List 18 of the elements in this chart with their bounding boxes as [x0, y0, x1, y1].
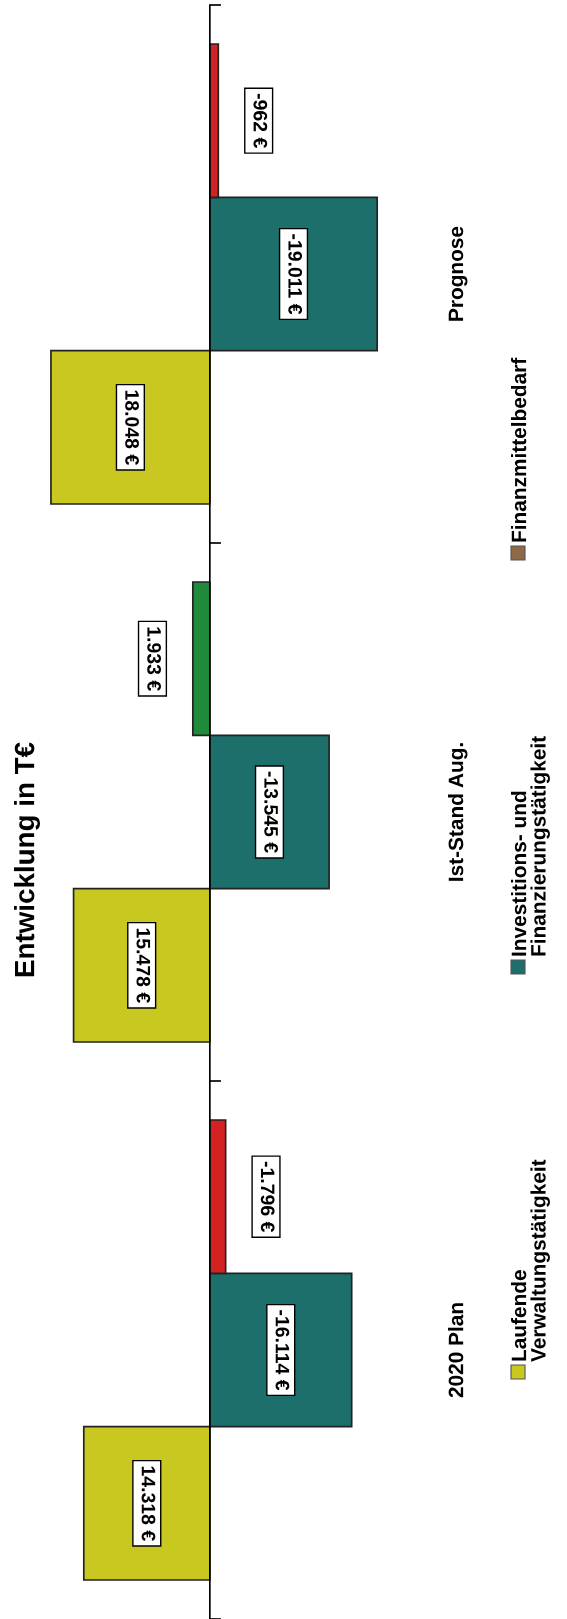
data-label: 15.478 € [136, 928, 151, 1003]
data-label: 1.933 € [147, 627, 161, 691]
text: Entwicklung in T€ [13, 742, 41, 977]
text: Finanzmittelbedarf [511, 357, 527, 542]
data-label: -16.114 € [275, 1310, 290, 1391]
y-tick-label: Prognose [448, 226, 468, 321]
bar [191, 581, 211, 737]
text: Laufende Verwaltungstätigkeit [511, 1159, 550, 1362]
data-label: 18.048 € [125, 390, 139, 465]
text: Investitions- und Finanzierungstätigkeit [511, 736, 550, 956]
data-label: -1.796 € [260, 1161, 275, 1233]
data-label: -13.545 € [264, 771, 279, 853]
data-label: 14.318 € [141, 1466, 156, 1541]
data-label: -19.011 € [288, 234, 303, 315]
bar [50, 349, 211, 505]
y-tick-label: Ist-Stand Aug. [447, 743, 468, 881]
y-tick-label: 2020 Plan [448, 1303, 464, 1398]
data-label: -962 € [253, 93, 268, 148]
